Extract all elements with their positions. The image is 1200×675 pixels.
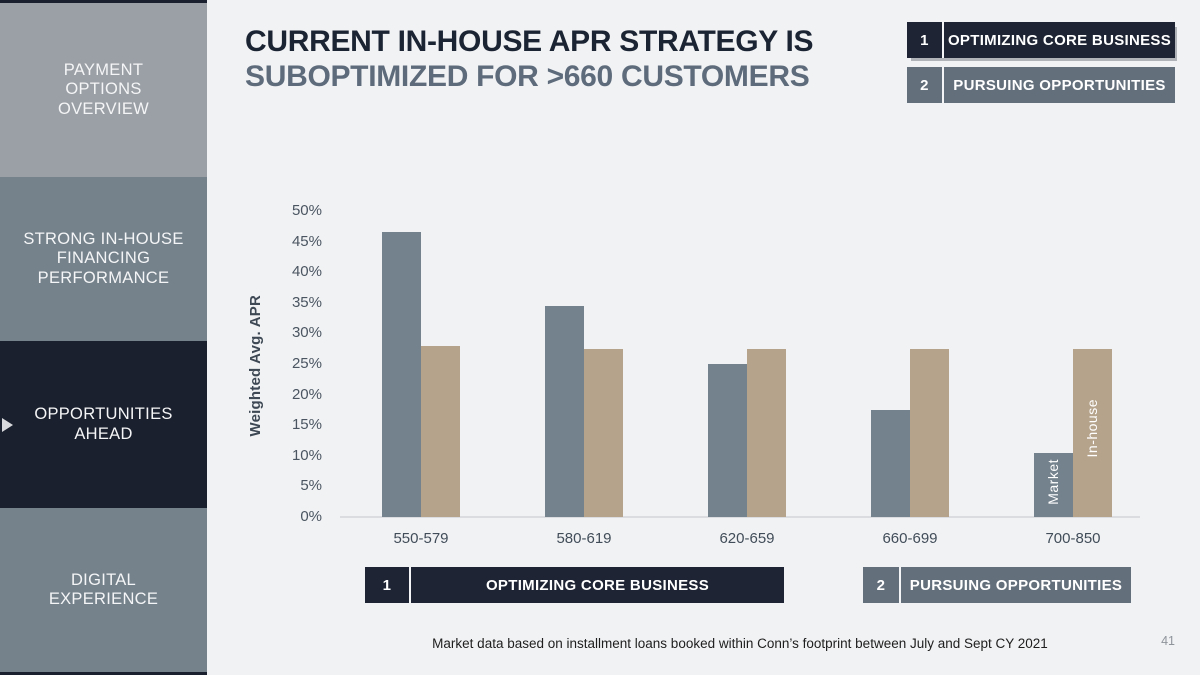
legend-bottom-optimizing-core-business: 1 OPTIMIZING CORE BUSINESS <box>365 567 784 603</box>
series-label-in-house: In-house <box>1083 398 1100 457</box>
legend-number: 1 <box>907 22 944 58</box>
sidebar-item-label: PAYMENT OPTIONS OVERVIEW <box>57 60 150 118</box>
sidebar-item-strong-in-house-financing-performance[interactable]: STRONG IN-HOUSE FINANCING PERFORMANCE <box>0 177 207 341</box>
x-axis-line <box>340 516 1140 518</box>
x-category-label: 620-659 <box>719 530 775 547</box>
legend-number: 2 <box>907 67 944 103</box>
x-category-label: 700-850 <box>1045 530 1101 547</box>
title-line-1: CURRENT IN-HOUSE APR STRATEGY IS <box>245 25 814 58</box>
legend-label: OPTIMIZING CORE BUSINESS <box>947 31 1172 49</box>
bar-market-660-699 <box>871 409 910 517</box>
page-number: 41 <box>1161 634 1175 648</box>
bar-market-580-619 <box>545 305 584 517</box>
legend-label: OPTIMIZING CORE BUSINESS <box>485 576 710 594</box>
sidebar-item-label: OPPORTUNITIES AHEAD <box>34 405 173 443</box>
active-section-arrow-icon <box>2 417 13 432</box>
legend-number: 2 <box>863 567 901 603</box>
bar-in-house-580-619 <box>584 348 623 517</box>
y-tick-label: 15% <box>291 416 322 434</box>
legend-top-optimizing-core-business: 1 OPTIMIZING CORE BUSINESS <box>907 22 1175 58</box>
legend-top-pursuing-opportunities: 2 PURSUING OPPORTUNITIES <box>907 67 1175 103</box>
bar-market-620-659 <box>708 364 747 517</box>
bar-in-house-620-659 <box>747 348 786 517</box>
y-tick-label: 50% <box>291 202 322 219</box>
x-category-label: 660-699 <box>882 530 938 547</box>
bar-in-house-700-850 <box>1073 348 1112 517</box>
title-line-2: SUBOPTIMIZED FOR >660 CUSTOMERS <box>245 60 810 93</box>
y-tick-label: 40% <box>291 263 322 281</box>
bar-chart: Weighted Avg. APR 0% 5% 10% 15% 20% 25% 30% 35%… <box>245 195 1165 575</box>
series-label-market: Market <box>1044 459 1061 505</box>
bar-market-550-579 <box>382 232 421 517</box>
sidebar-item-label: STRONG IN-HOUSE FINANCING PERFORMANCE <box>23 229 184 287</box>
bar-in-house-550-579 <box>421 345 460 517</box>
y-tick-label: 30% <box>291 324 322 342</box>
x-category-label: 550-579 <box>393 530 449 547</box>
bar-in-house-660-699 <box>910 348 949 517</box>
sidebar-bottom-strip <box>0 672 207 675</box>
y-tick-label: 5% <box>300 477 322 495</box>
footnote: Market data based on installment loans b… <box>432 636 1048 651</box>
y-tick-label: 10% <box>291 446 322 464</box>
x-category-label: 580-619 <box>556 530 612 547</box>
sidebar-item-payment-options-overview[interactable]: PAYMENT OPTIONS OVERVIEW <box>0 3 207 177</box>
legend-number: 1 <box>365 567 411 603</box>
legend-label: PURSUING OPPORTUNITIES <box>953 76 1166 94</box>
page-title: CURRENT IN-HOUSE APR STRATEGY IS SUBOPTI… <box>245 24 814 94</box>
bar-market-700-850 <box>1034 452 1073 517</box>
legend-bottom-pursuing-opportunities: 2 PURSUING OPPORTUNITIES <box>863 567 1131 603</box>
y-tick-label: 20% <box>291 385 322 403</box>
sidebar-item-digital-experience[interactable]: DIGITAL EXPERIENCE <box>0 508 207 672</box>
y-tick-label: 45% <box>291 232 322 250</box>
sidebar-top-strip <box>0 0 207 3</box>
legend-label: PURSUING OPPORTUNITIES <box>909 576 1123 594</box>
y-tick-label: 0% <box>300 508 322 525</box>
y-tick-label: 25% <box>291 355 322 372</box>
sidebar: PAYMENT OPTIONS OVERVIEW STRONG IN-HOUSE… <box>0 0 207 675</box>
sidebar-item-label: DIGITAL EXPERIENCE <box>48 570 159 608</box>
y-tick-label: 35% <box>291 293 322 311</box>
sidebar-item-opportunities-ahead[interactable]: OPPORTUNITIES AHEAD <box>0 341 207 508</box>
